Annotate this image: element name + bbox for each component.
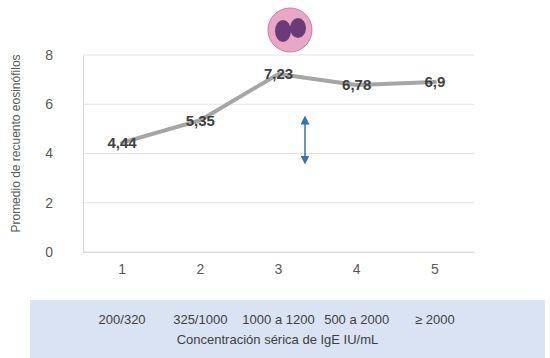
x-tick-label: 4 (353, 261, 361, 277)
data-label: 6,9 (424, 73, 445, 90)
chart-container: 0 2 4 6 8 1 2 3 4 5 200/320 325/1000 1000 a 1200 500 … (0, 0, 550, 358)
grid (83, 55, 474, 252)
x-axis-title: Concentración sérica de IgE IU/mL (177, 332, 379, 347)
x-tick: 4 (353, 252, 361, 277)
category-range-label: 1000 a 1200 (242, 312, 314, 327)
y-tick: 6 (45, 96, 83, 112)
data-label: 4,44 (107, 134, 137, 151)
grid-line (83, 104, 474, 105)
data-label: 6,78 (342, 76, 371, 93)
y-tick: 8 (45, 47, 83, 63)
y-axis-line (83, 56, 84, 253)
chart-svg: 0 2 4 6 8 1 2 3 4 5 200/320 325/1000 1000 a 1200 500 … (0, 0, 550, 358)
y-tick-label: 8 (45, 47, 53, 63)
x-tick-label: 5 (431, 261, 439, 277)
x-tick-label: 3 (275, 261, 283, 277)
x-tick-label: 1 (118, 261, 126, 277)
y-tick: 4 (45, 145, 83, 161)
plot-area (122, 74, 435, 143)
category-ranges: 200/320 325/1000 1000 a 1200 500 a 2000 ≥ 20… (99, 312, 455, 327)
y-tick: 2 (45, 195, 83, 211)
x-axis-line (84, 252, 475, 253)
y-axis-title: Promedio de recuento eosinófilos (9, 54, 23, 232)
grid-line (83, 252, 474, 253)
grid-line (83, 55, 474, 56)
x-tick: 1 (118, 252, 126, 277)
series-line (122, 74, 435, 143)
double-arrow (304, 120, 306, 160)
category-range-label: 500 a 2000 (324, 312, 389, 327)
x-tick-label: 2 (196, 261, 204, 277)
category-band (30, 300, 545, 358)
category-range-label: 325/1000 (173, 312, 227, 327)
x-tick: 3 (275, 252, 283, 277)
x-tick: 5 (431, 252, 439, 277)
y-tick-label: 6 (45, 96, 53, 112)
grid-line (83, 202, 474, 203)
eosinophil-icon (268, 8, 312, 52)
category-range-label: 200/320 (99, 312, 146, 327)
category-range-label: ≥ 2000 (415, 312, 455, 327)
cell-body (268, 8, 312, 52)
data-labels: 4,44 5,35 7,23 6,78 6,9 (107, 65, 445, 151)
y-tick-label: 0 (45, 244, 53, 260)
y-tick-label: 4 (45, 145, 53, 161)
grid-line (83, 153, 474, 154)
data-label: 7,23 (264, 65, 293, 82)
y-tick: 0 (45, 244, 83, 260)
y-tick-label: 2 (45, 195, 53, 211)
x-axis: 1 2 3 4 5 (84, 252, 475, 277)
cell-lobe (275, 20, 291, 42)
data-label: 5,35 (186, 112, 215, 129)
y-axis: 0 2 4 6 8 (45, 47, 83, 260)
cell-lobe (290, 18, 306, 38)
x-tick: 2 (196, 252, 204, 277)
